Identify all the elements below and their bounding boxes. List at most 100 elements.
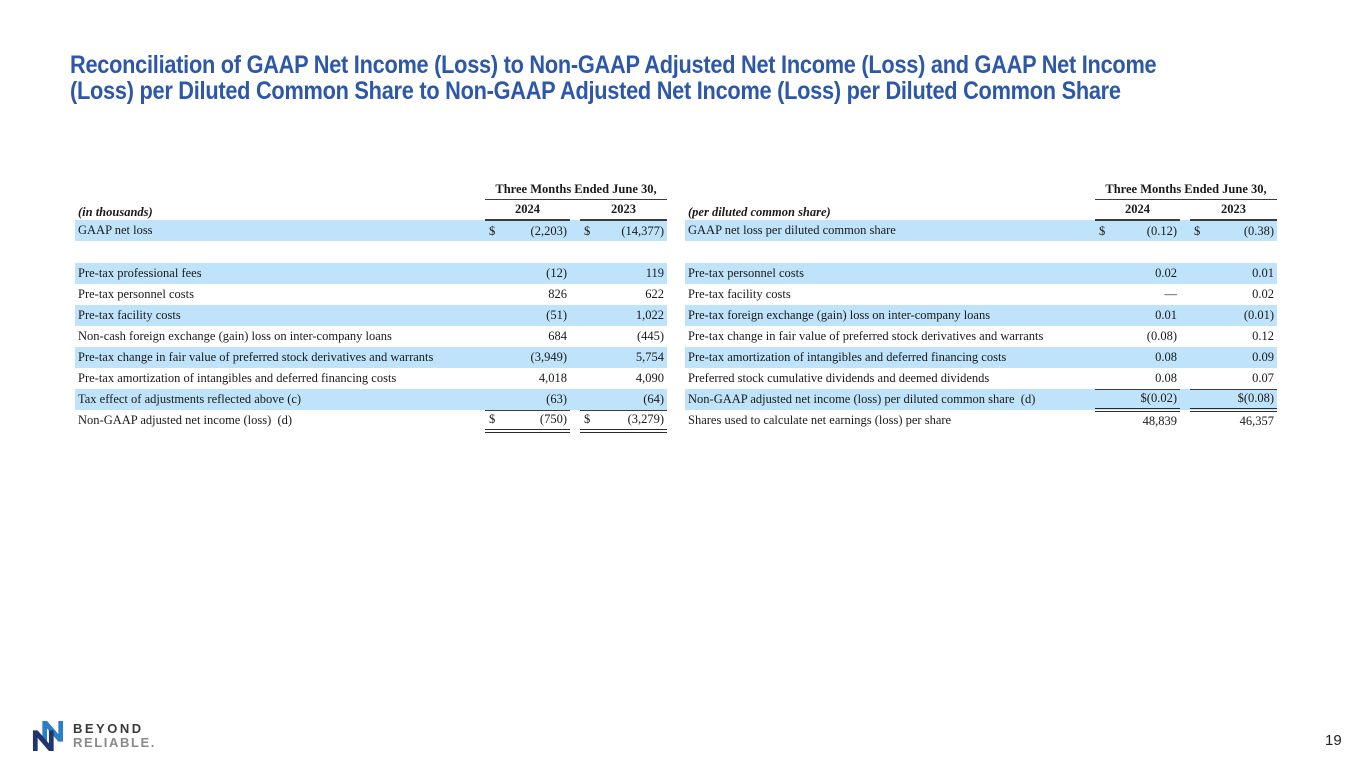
brand-text: BEYOND RELIABLE.: [73, 722, 156, 750]
row-label-cell: Pre-tax amortization of intangibles and …: [78, 371, 397, 385]
currency-symbol-cell: [1095, 263, 1111, 284]
row-label-cell: Pre-tax facility costs: [688, 287, 791, 301]
value-2024-cell: —: [1164, 287, 1178, 301]
currency-symbol-cell: [485, 368, 501, 389]
value-2024-cell: 48,839: [1142, 414, 1177, 428]
column-gap-cell: [570, 410, 580, 431]
value-2023-cell: 0.07: [1206, 368, 1278, 390]
table-row: Shares used to calculate net earnings (l…: [685, 410, 1277, 431]
row-label-cell: Pre-tax change in fair value of preferre…: [688, 329, 1044, 343]
value-2024-cell: 826: [548, 287, 567, 301]
reconciliation-table-net-income: Three Months Ended June 30, (in thousands…: [75, 167, 668, 433]
column-gap-cell: [570, 263, 580, 284]
value-2024-cell: (2,203): [501, 220, 570, 241]
row-label-cell: Pre-tax personnel costs: [78, 287, 194, 301]
currency-symbol-cell: [1095, 410, 1111, 431]
row-label-cell: Pre-tax facility costs: [75, 305, 485, 326]
row-label-cell: Non-GAAP adjusted net income (loss) per …: [685, 389, 1095, 410]
value-2023-cell: 4,090: [635, 371, 665, 385]
value-2024-cell: 4,018: [538, 371, 567, 385]
row-label-cell: Pre-tax foreign exchange (gain) loss on …: [685, 305, 1095, 326]
column-gap-cell: [1180, 263, 1190, 284]
currency-symbol-cell: [580, 305, 596, 326]
value-2023-cell: (3,279): [596, 410, 668, 433]
column-gap-cell: [570, 347, 580, 368]
period-header-cell: Three Months Ended June 30,: [485, 167, 668, 200]
currency-symbol-cell: [580, 347, 596, 368]
column-gap-cell: [570, 220, 580, 241]
value-2023-cell: $(0.08): [1206, 389, 1278, 412]
row-label-cell: Pre-tax personnel costs: [685, 263, 1095, 284]
currency-symbol-cell: [1190, 410, 1206, 431]
column-gap-cell: [570, 284, 580, 305]
column-gap-cell: [1180, 284, 1190, 305]
value-2024-cell: (51): [501, 305, 570, 326]
currency-symbol-cell: $: [580, 410, 596, 433]
value-2023-cell: 0.12: [1252, 329, 1275, 343]
table-header-row: Three Months Ended June 30,: [75, 167, 668, 200]
currency-symbol-cell: [580, 284, 596, 305]
table-row: [685, 241, 1278, 263]
table-row: Non-GAAP adjusted net income (loss) per …: [685, 389, 1278, 412]
table-row: Pre-tax professional fees (12) 119: [75, 263, 668, 284]
table-row: Pre-tax facility costs — 0.02: [685, 284, 1277, 305]
column-gap-cell: [570, 326, 580, 347]
value-2023-cell: (64): [596, 389, 668, 411]
row-label-cell: Tax effect of adjustments reflected abov…: [75, 389, 485, 410]
currency-symbol-cell: $: [1095, 220, 1111, 241]
table-header-row: Three Months Ended June 30,: [685, 167, 1278, 200]
value-2023-cell: 622: [645, 287, 665, 301]
currency-symbol-cell: [485, 305, 501, 326]
row-label-cell: Pre-tax change in fair value of preferre…: [75, 347, 485, 368]
value-2024-cell: 0.02: [1111, 263, 1180, 284]
header-spacer-cell: [75, 167, 485, 199]
table-row: Pre-tax amortization of intangibles and …: [75, 368, 667, 389]
value-2023-cell: 1,022: [596, 305, 668, 326]
value-2024-cell: (0.08): [1146, 329, 1177, 343]
currency-symbol-cell: [485, 263, 501, 284]
row-label-cell: GAAP net loss per diluted common share: [685, 220, 1095, 241]
currency-symbol-cell: [580, 263, 596, 284]
currency-symbol-cell: [485, 389, 501, 411]
brand-name-bottom: RELIABLE.: [73, 735, 157, 750]
currency-symbol-cell: [485, 326, 501, 347]
table-year-row: (per diluted common share) 2024 2023: [685, 199, 1278, 221]
row-label-cell: Pre-tax professional fees: [75, 263, 485, 284]
row-label-cell: Shares used to calculate net earnings (l…: [688, 413, 952, 427]
value-2024-cell: (63): [501, 389, 570, 411]
table-row: Pre-tax amortization of intangibles and …: [685, 347, 1278, 368]
table-row: Pre-tax foreign exchange (gain) loss on …: [685, 305, 1278, 326]
currency-symbol-cell: $: [1190, 220, 1206, 241]
table-row: GAAP net loss per diluted common share $(…: [685, 220, 1278, 241]
value-2024-cell: (0.12): [1111, 220, 1180, 241]
table-year-row: (in thousands) 2024 2023: [75, 199, 668, 221]
currency-symbol-cell: [1095, 389, 1111, 412]
page-title-line1: Reconciliation of GAAP Net Income (Loss)…: [70, 51, 1157, 79]
table-row: Tax effect of adjustments reflected abov…: [75, 389, 668, 411]
table-row: Pre-tax facility costs (51) 1,022: [75, 305, 668, 326]
column-gap-cell: [1180, 410, 1190, 431]
value-2023-cell: 5,754: [596, 347, 668, 368]
currency-symbol-cell: [1190, 326, 1206, 347]
column-gap-cell: [1180, 389, 1190, 410]
table-row: Non-GAAP adjusted net income (loss) (d) $…: [75, 410, 668, 433]
column-gap-cell: [570, 305, 580, 326]
column-gap-cell: [1180, 199, 1190, 220]
value-2024-cell: 0.08: [1111, 368, 1180, 390]
table-row: Non-cash foreign exchange (gain) loss on…: [75, 326, 667, 347]
page-title-line2: (Loss) per Diluted Common Share to Non-G…: [70, 77, 1121, 105]
brand-name-top: BEYOND: [73, 721, 144, 736]
value-2024-cell: (3,949): [501, 347, 570, 368]
column-gap-cell: [1180, 347, 1190, 368]
column-gap-cell: [570, 389, 580, 410]
currency-symbol-cell: $: [485, 220, 501, 241]
currency-symbol-cell: [580, 389, 596, 411]
table-row: Pre-tax change in fair value of preferre…: [685, 326, 1277, 347]
page-number: 19: [1325, 732, 1342, 749]
value-2023-cell: (0.38): [1206, 220, 1278, 241]
value-2023-cell: 0.02: [1252, 287, 1275, 301]
header-spacer-cell: [685, 167, 1095, 199]
column-gap-cell: [570, 199, 580, 220]
row-label-cell: Pre-tax amortization of intangibles and …: [685, 347, 1095, 368]
table-row: Pre-tax personnel costs 826 622: [75, 284, 667, 305]
